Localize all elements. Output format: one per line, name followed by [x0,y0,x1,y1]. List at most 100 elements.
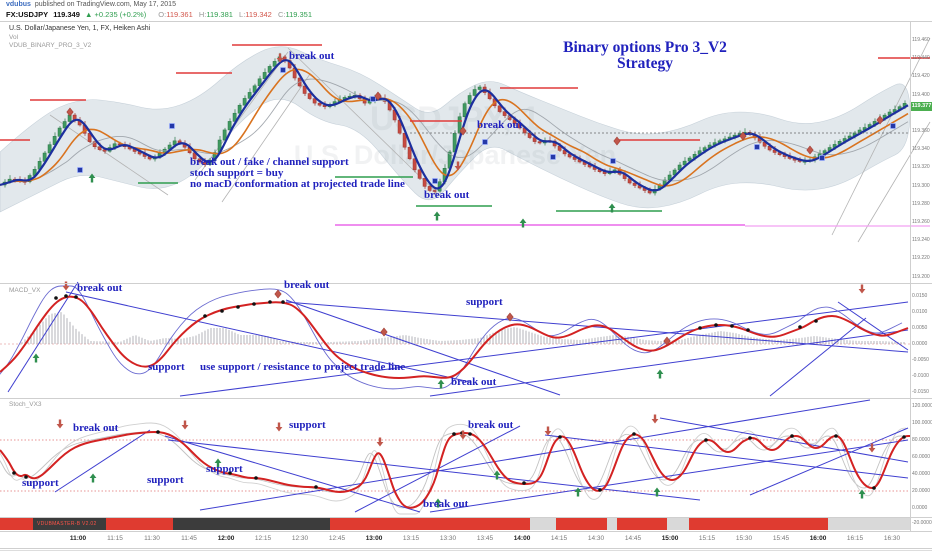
annotation-break-out: break out [468,419,514,431]
candle-body [232,112,237,122]
channel-trendline [831,37,931,236]
macd-trendline [285,301,909,353]
sell-arrow-icon [62,281,70,291]
pivot-dot-icon [902,435,906,439]
low-value: 119.342 [245,10,272,19]
annotation-break-out-fake-channel-support: break out / fake / channel support [190,156,349,168]
pivot-dot-icon [598,488,602,492]
pivot-dot-icon [790,434,794,438]
time-axis-label: 13:15 [402,535,420,542]
macd-axis-label: -0.0050 [912,357,929,363]
legend-indicator[interactable]: VDUB_BINARY_PRO_3_V2 [9,42,92,49]
stoch-trendline [164,435,421,513]
stoch-k-line [0,431,902,509]
channel-trendline [49,114,169,196]
candle-body [97,146,102,150]
macd-axis-label: 0.0150 [912,293,928,299]
macd-axis-label: 0.0100 [912,309,928,315]
macd-trendline [769,317,867,397]
candle-body [417,169,422,179]
time-axis-label: 14:15 [550,535,568,542]
time-axis-label: 12:00 [217,535,235,542]
time-axis-label: 13:00 [365,535,383,542]
price-axis-label: 119.340 [912,146,930,152]
pivot-dot-icon [872,486,876,490]
time-axis-label: 13:45 [476,535,494,542]
pivot-dot-icon [748,436,752,440]
stoch-axis-label: 40.0000 [912,471,931,477]
pivot-dot-icon [12,471,16,475]
price-axis-label: 119.460 [912,37,930,43]
candle-body [502,111,507,116]
candle-body [412,158,417,171]
pivot-dot-icon [814,319,818,323]
stoch-trendline [54,429,151,493]
pivot-square-icon [169,123,175,129]
annotation-stoch-support-buy: stoch support = buy [190,167,284,179]
sell-arrow-icon [459,430,467,440]
time-axis-label: 15:45 [772,535,790,542]
pivot-dot-icon [314,485,318,489]
pivot-square-icon [280,67,286,73]
price-axis-label: 119.360 [912,128,930,134]
pivot-dot-icon [268,300,272,304]
signal-bar-segment [330,518,530,530]
pivot-dot-icon [254,476,258,480]
open-value: 119.361 [166,10,193,19]
publish-text: published on TradingView.com, May 17, 20… [34,1,176,8]
annotation-break-out: break out [423,498,469,510]
pivot-dot-icon [730,324,734,328]
last-price: 119.349 [53,10,80,19]
buy-arrow-icon [519,218,527,228]
candle-body [52,136,57,145]
diamond-signal-icon [613,136,621,146]
strategy-title: Binary options Pro 3_V2 Strategy [520,40,770,72]
macd-axis-label: -0.0100 [912,373,929,379]
time-axis-label: 14:00 [513,535,531,542]
pivot-square-icon [370,96,376,102]
candle-body [562,150,567,155]
buy-arrow-icon [434,498,442,508]
legend-volume[interactable]: Vol [9,34,19,41]
macd-trendline [7,281,79,393]
price-axis-label: 119.300 [912,183,930,189]
pivot-square-icon [819,155,825,161]
time-axis-label: 15:30 [735,535,753,542]
pivot-square-icon [754,144,760,150]
pivot-dot-icon [746,328,750,332]
sell-arrow-icon [376,437,384,447]
author-name[interactable]: vdubus [6,1,31,8]
annotation-support: support [147,474,184,486]
pivot-dot-icon [452,432,456,436]
sell-arrow-icon [858,284,866,294]
pivot-square-icon [432,178,438,184]
price-axis-label: 119.260 [912,219,930,225]
blue-ma-line [0,59,909,192]
pivot-dot-icon [156,430,160,434]
time-axis-label: 16:15 [846,535,864,542]
candle-body [262,72,267,80]
diamond-signal-icon [506,312,514,322]
time-axis-label: 15:00 [661,535,679,542]
signal-bar-segment [689,518,828,530]
open-label: O: [158,10,167,19]
stoch-panel-label[interactable]: Stoch_VX3 [9,401,42,408]
price-axis-label: 119.280 [912,201,930,207]
legend-instrument[interactable]: U.S. Dollar/Japanese Yen, 1, FX, Heiken … [9,25,151,32]
macd-panel-label[interactable]: MACD_VX [9,287,41,294]
candle-body [307,93,312,99]
candle-body [422,178,427,187]
candle-body [247,92,252,99]
price-axis-label: 119.220 [912,255,930,261]
symbol-name: FX:USDJPY [6,10,49,19]
pivot-dot-icon [236,305,240,309]
time-axis-label: 12:15 [254,535,272,542]
macd-fast-line [0,285,903,390]
pivot-square-icon [550,154,556,160]
annotation-support: support [148,361,185,373]
time-axis-label: 16:00 [809,535,827,542]
time-axis-label: 16:30 [883,535,901,542]
high-label: H: [198,10,207,19]
signal-bar-segment [106,518,173,530]
